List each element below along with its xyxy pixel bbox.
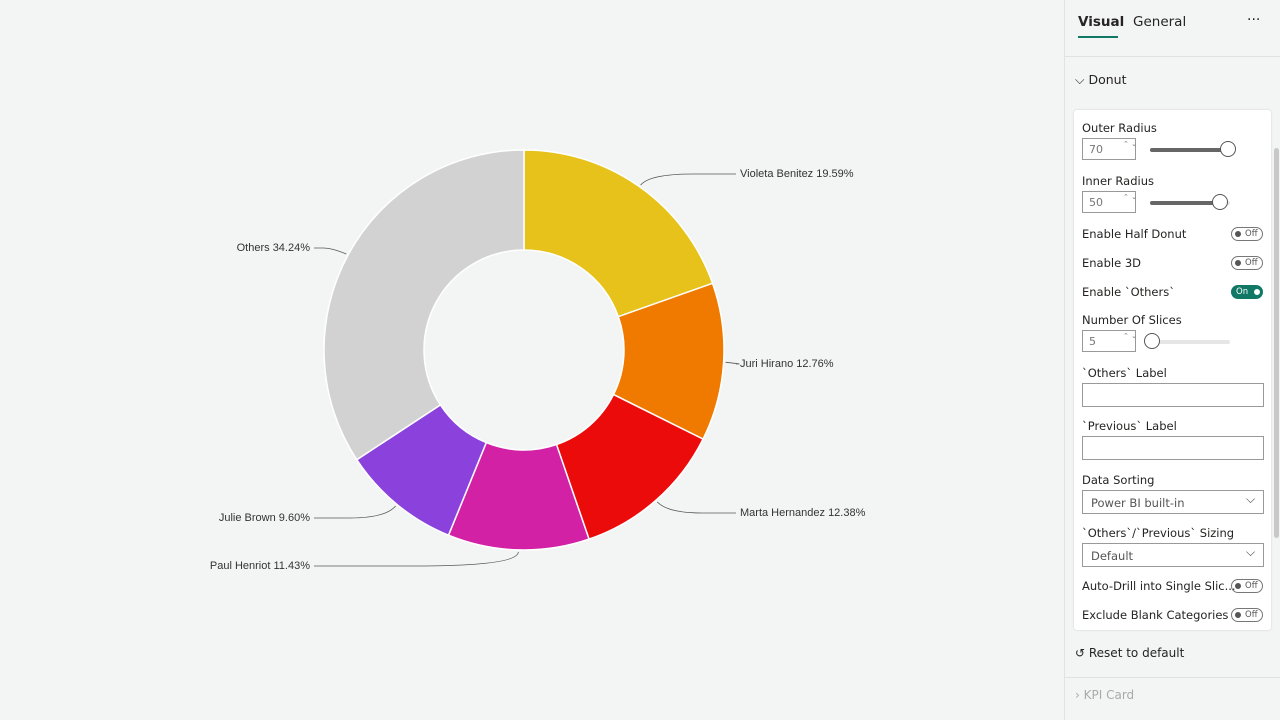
- spin-arrows[interactable]: ⌃ ⌄: [1123, 193, 1137, 201]
- label-value: 19.59%: [816, 168, 854, 180]
- label-name: Others: [237, 242, 271, 254]
- more-button[interactable]: ···: [1247, 12, 1261, 28]
- leader-line: [314, 551, 519, 567]
- dropdown[interactable]: Default: [1082, 543, 1264, 567]
- text-input[interactable]: [1082, 436, 1264, 460]
- reset-text: Reset to default: [1088, 646, 1185, 660]
- slider-fill: [1150, 148, 1226, 152]
- data-label: Others 34.24%: [237, 242, 311, 254]
- label-value: 11.43%: [274, 560, 311, 572]
- slice: [323, 149, 525, 461]
- leader-line: [640, 173, 736, 186]
- toggle[interactable]: Off: [1231, 227, 1263, 241]
- data-label: Marta Hernandez 12.38%: [740, 507, 866, 519]
- divider: [1065, 677, 1280, 678]
- control-label: Exclude Blank Categories: [1082, 608, 1229, 622]
- leader-line: [725, 361, 740, 365]
- dropdown-chevron: ⌵: [1246, 545, 1256, 559]
- dropdown[interactable]: Power BI built-in: [1082, 490, 1264, 514]
- label-name: Juri Hirano: [740, 358, 793, 370]
- scrollbar[interactable]: [1274, 148, 1279, 538]
- label-name: Julie Brown: [219, 512, 276, 524]
- number-input[interactable]: 5: [1082, 330, 1136, 352]
- slider-thumb[interactable]: [1144, 333, 1160, 349]
- slider-track[interactable]: [1150, 340, 1230, 344]
- control-label: Outer Radius: [1082, 121, 1157, 135]
- slice: [523, 149, 714, 318]
- data-label: Violeta Benitez 19.59%: [740, 168, 854, 180]
- leader-line: [314, 247, 347, 255]
- leader-line: [314, 505, 396, 519]
- number-input[interactable]: 70: [1082, 138, 1136, 160]
- control-label: Enable `Others`: [1082, 285, 1175, 299]
- dropdown-chevron: ⌵: [1246, 492, 1256, 506]
- number-input[interactable]: 50: [1082, 191, 1136, 213]
- toggle-knob: [1235, 231, 1241, 237]
- format-pane: Visual General ··· ⌵ Donut Outer Radius 7…: [1064, 0, 1280, 720]
- reset-button[interactable]: ↺ Reset to default: [1075, 646, 1185, 660]
- toggle-knob: [1254, 289, 1260, 295]
- label-value: 12.38%: [828, 507, 866, 519]
- tab[interactable]: General: [1133, 14, 1187, 30]
- control-label: Enable 3D: [1082, 256, 1141, 270]
- data-label: Julie Brown 9.60%: [219, 512, 310, 524]
- settings-card: Outer Radius 70 ⌃ ⌄ Inner Radius 50 ⌃ ⌄ Enable…: [1074, 110, 1271, 630]
- divider: [1065, 56, 1280, 57]
- toggle[interactable]: Off: [1231, 256, 1263, 270]
- label-name: Paul Henriot: [210, 560, 271, 572]
- toggle-knob: [1235, 612, 1241, 618]
- section-header[interactable]: ⌵ Donut: [1075, 72, 1127, 87]
- toggle-knob: [1235, 260, 1241, 266]
- tab-underline: [1078, 36, 1118, 38]
- label-value: 9.60%: [279, 512, 310, 524]
- slider-thumb[interactable]: [1220, 141, 1236, 157]
- toggle[interactable]: On: [1231, 285, 1263, 299]
- slider-thumb[interactable]: [1212, 194, 1228, 210]
- donut-chart: Violeta Benitez 19.59% Juri Hirano 12.76%…: [210, 149, 866, 572]
- section-header[interactable]: › KPI Card: [1075, 688, 1135, 702]
- control-label: `Others`/`Previous` Sizing: [1082, 526, 1235, 540]
- data-label: Paul Henriot 11.43%: [210, 560, 310, 572]
- control-label: `Previous` Label: [1082, 419, 1177, 433]
- control-label: Inner Radius: [1082, 174, 1154, 188]
- spin-arrows[interactable]: ⌃ ⌄: [1123, 332, 1137, 340]
- toggle[interactable]: Off: [1231, 579, 1263, 593]
- control-label: Data Sorting: [1082, 473, 1155, 487]
- text-input[interactable]: [1082, 383, 1264, 407]
- data-label: Juri Hirano 12.76%: [740, 358, 834, 370]
- label-name: Violeta Benitez: [740, 168, 813, 180]
- label-value: 34.24%: [273, 242, 311, 254]
- control-label: Enable Half Donut: [1082, 227, 1187, 241]
- control-label: Number Of Slices: [1082, 313, 1182, 327]
- spin-arrows[interactable]: ⌃ ⌄: [1123, 140, 1137, 148]
- toggle[interactable]: Off: [1231, 608, 1263, 622]
- slider-fill: [1150, 201, 1218, 205]
- section-title: KPI Card: [1083, 688, 1135, 702]
- control-label: Auto-Drill into Single Slic...: [1082, 579, 1236, 593]
- label-value: 12.76%: [796, 358, 834, 370]
- control-label: `Others` Label: [1082, 366, 1167, 380]
- toggle-knob: [1235, 583, 1241, 589]
- leader-line: [656, 501, 736, 514]
- label-name: Marta Hernandez: [740, 507, 825, 519]
- tab[interactable]: Visual: [1078, 14, 1125, 30]
- section-title: Donut: [1088, 72, 1127, 87]
